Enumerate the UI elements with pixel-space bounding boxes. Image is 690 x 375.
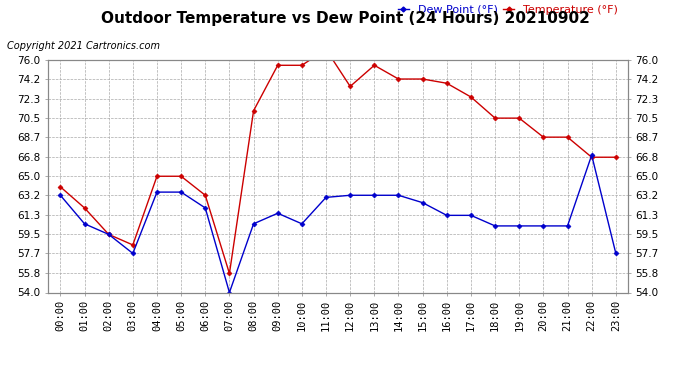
Text: Copyright 2021 Cartronics.com: Copyright 2021 Cartronics.com [7,41,160,51]
Legend: Dew Point (°F), Temperature (°F): Dew Point (°F), Temperature (°F) [393,0,622,20]
Text: Outdoor Temperature vs Dew Point (24 Hours) 20210902: Outdoor Temperature vs Dew Point (24 Hou… [101,11,589,26]
